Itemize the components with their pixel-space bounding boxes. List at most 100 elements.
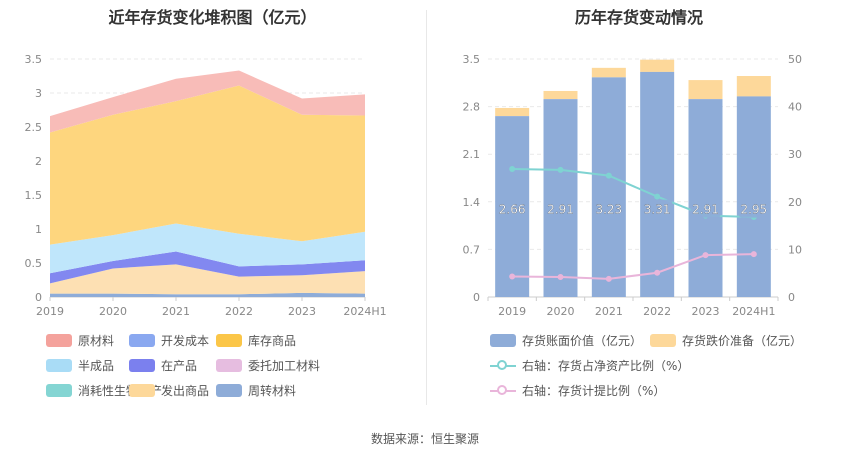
inventory-bar-chart-panel: 历年存货变动情况 0 0.7 1.4 2.1 2.8 3.5 0 10 20 30 40 50 2019… — [428, 0, 850, 410]
area-周转材料 — [50, 292, 365, 297]
legend-item[interactable]: 右轴：存货占净资产比例（%） — [490, 357, 689, 374]
asset-ratio-point — [605, 172, 612, 179]
legend-label: 在产品 — [161, 359, 198, 373]
y2-tick-label: 0 — [788, 291, 795, 304]
asset-ratio-point — [509, 165, 516, 172]
x-tick-label: 2021 — [162, 305, 190, 318]
inventory-bar-line-chart: 0 0.7 1.4 2.1 2.8 3.5 0 10 20 30 40 50 2019 2020 2021 2… — [463, 53, 803, 318]
y-tick-label: 1.4 — [463, 196, 481, 209]
legend-swatch — [490, 359, 516, 372]
legend-label: 周转材料 — [248, 384, 297, 398]
data-label: 2.95 — [740, 203, 767, 217]
area-库存商品 — [50, 85, 365, 245]
y2-tick-label: 40 — [788, 101, 802, 114]
y-tick-label: 0 — [473, 291, 480, 304]
data-label: 2.91 — [547, 203, 574, 217]
legend-label: 委托加工材料 — [248, 359, 321, 373]
y2-tick-label: 30 — [788, 148, 802, 161]
legend-item[interactable]: 半成品 — [46, 357, 114, 374]
x-tick-label: 2022 — [643, 305, 671, 318]
provision-bar — [688, 80, 723, 100]
book-value-bar — [543, 99, 578, 298]
legend-label: 发出商品 — [161, 384, 210, 398]
y-tick-label: 3 — [35, 87, 42, 100]
panel-divider — [426, 10, 427, 405]
y-tick-label: 2.8 — [463, 101, 481, 114]
left-chart-title: 近年存货变化堆积图（亿元） — [108, 8, 317, 27]
legend-swatch — [490, 334, 516, 347]
provision-bar — [640, 59, 675, 72]
legend-item[interactable]: 在产品 — [129, 357, 197, 374]
data-label-bg — [690, 199, 721, 218]
legend-swatch — [46, 384, 72, 397]
legend-swatch — [129, 359, 155, 372]
provision-ratio-point — [702, 252, 709, 259]
data-label-bg — [642, 199, 673, 218]
x-tick-label: 2021 — [595, 305, 623, 318]
area-半成品 — [50, 223, 365, 274]
legend-swatch — [216, 334, 242, 347]
data-label-bg — [497, 199, 528, 218]
legend-label: 半成品 — [78, 359, 115, 373]
provision-ratio-line — [512, 253, 754, 280]
asset-ratio-point — [654, 193, 661, 200]
data-source: 数据来源：恒生聚源 — [370, 432, 479, 446]
legend-label: 存货跌价准备（亿元） — [682, 334, 803, 348]
provision-ratio-point — [750, 251, 757, 258]
legend-swatch — [216, 384, 242, 397]
legend-item[interactable]: 开发成本 — [129, 332, 209, 349]
legend-item[interactable]: 周转材料 — [216, 382, 296, 399]
y-tick-label: 2.1 — [463, 148, 481, 161]
y-tick-label: 0.5 — [25, 257, 43, 270]
provision-bar — [495, 107, 530, 117]
right-chart-title: 历年存货变动情况 — [574, 8, 703, 27]
y-tick-label: 3.5 — [463, 53, 481, 66]
provision-ratio-point — [605, 275, 612, 282]
legend-item[interactable]: 右轴：存货计提比例（%） — [490, 382, 665, 399]
legend-item[interactable]: 库存商品 — [216, 332, 296, 349]
data-label-bg — [593, 199, 624, 218]
x-tick-label: 2023 — [288, 305, 316, 318]
x-tick-label: 2019 — [498, 305, 526, 318]
x-tick-label: 2020 — [99, 305, 127, 318]
legend-item[interactable]: 存货跌价准备（亿元） — [650, 332, 802, 349]
y-tick-label: 0.7 — [463, 243, 481, 256]
legend-label: 右轴：存货占净资产比例（%） — [522, 359, 690, 373]
area-原材料 — [50, 70, 365, 133]
legend-swatch — [650, 334, 676, 347]
x-tick-label: 2024H1 — [732, 305, 775, 318]
provision-bar — [543, 90, 578, 100]
book-value-bar — [736, 96, 771, 298]
legend-swatch — [129, 334, 155, 347]
book-value-bar — [591, 77, 626, 297]
data-label-bg — [738, 199, 769, 218]
data-label: 3.31 — [644, 203, 671, 217]
legend-swatch — [46, 334, 72, 347]
y2-tick-label: 20 — [788, 196, 802, 209]
y-tick-label: 1.5 — [25, 189, 43, 202]
x-tick-label: 2023 — [692, 305, 720, 318]
provision-bar — [736, 76, 771, 97]
data-label: 2.91 — [692, 203, 719, 217]
x-tick-label: 2022 — [225, 305, 253, 318]
legend-swatch — [46, 359, 72, 372]
y2-tick-label: 50 — [788, 53, 802, 66]
provision-bar — [591, 67, 626, 78]
stacked-area-chart: 0 0.5 1 1.5 2 2.5 3 3.5 2019 2020 2021 2022 2023 2024… — [25, 53, 387, 318]
legend-label: 右轴：存货计提比例（%） — [522, 384, 666, 398]
legend-item[interactable]: 委托加工材料 — [216, 357, 320, 374]
provision-ratio-point — [509, 273, 516, 280]
legend-item[interactable]: 原材料 — [46, 332, 114, 349]
stacked-area-chart-panel: 近年存货变化堆积图（亿元） 0 0.5 1 1.5 2 2.5 3 3.5 2019 2020 20… — [0, 0, 425, 410]
legend-item[interactable]: 存货账面价值（亿元） — [490, 332, 642, 349]
data-label-bg — [545, 199, 576, 218]
legend-label: 开发成本 — [161, 334, 210, 348]
y-tick-label: 1 — [35, 223, 42, 236]
legend-label: 库存商品 — [248, 334, 297, 348]
legend-item[interactable]: 发出商品 — [129, 382, 209, 399]
data-label: 3.23 — [595, 203, 622, 217]
book-value-bar — [640, 71, 675, 297]
x-tick-label: 2020 — [547, 305, 575, 318]
provision-ratio-point — [557, 274, 564, 281]
x-tick-label: 2019 — [36, 305, 64, 318]
